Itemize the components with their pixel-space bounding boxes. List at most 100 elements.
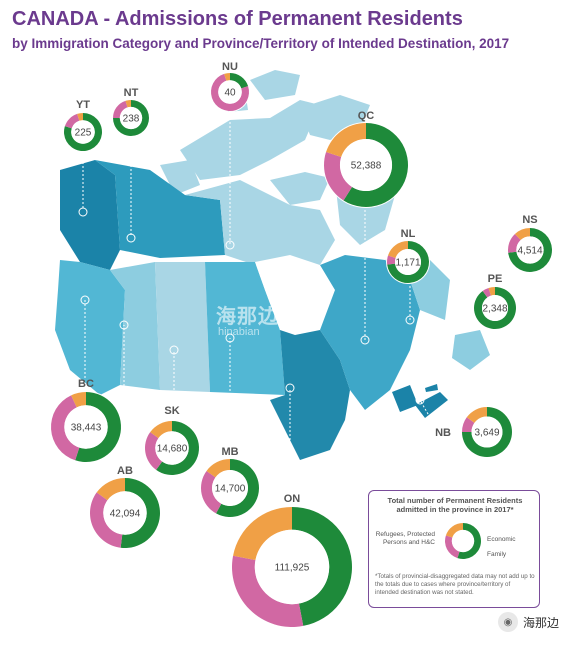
province-label-ab: AB [117, 465, 133, 477]
donut-sk-slice-economic [156, 421, 199, 476]
region-sk [155, 262, 210, 392]
province-value-nt: 238 [123, 114, 140, 125]
province-label-nt: NT [124, 87, 139, 99]
brand-name: 海那边 [523, 615, 560, 630]
donut-mb-slice-refugees [206, 459, 230, 478]
province-value-ns: 4,514 [517, 246, 542, 257]
donut-nl-slice-refugees [388, 241, 408, 258]
province-donuts: YT 225 NT 238 NU 40 QC 52,388 NL 1,171 NS 4,514 PE 2,… [50, 61, 553, 628]
province-value-nb: 3,649 [474, 428, 499, 439]
donut-nt-donut-hole [119, 106, 143, 130]
donut-ab-slice-refugees [96, 478, 125, 501]
province-label-on: ON [284, 493, 301, 505]
donut-nb-slice-family [462, 417, 475, 432]
region-nb [392, 385, 418, 412]
donut-bc-slice-refugees [71, 392, 86, 408]
province-label-nb: NB [435, 427, 451, 439]
donut-qc-slice-family [324, 152, 353, 201]
donut-pe-donut-hole [481, 294, 509, 322]
legend-title: Total number of Permanent Residents admi… [387, 496, 523, 514]
donut-mb-slice-economic [216, 459, 259, 517]
donut-on-slice-family [232, 555, 304, 627]
donut-qc-donut-hole [339, 138, 393, 192]
donut-nu-slice-family [211, 73, 250, 111]
legend-economic-label: Economic [487, 536, 516, 543]
legend-donut-hole [451, 529, 475, 553]
donut-qc-slice-refugees [326, 123, 366, 157]
legend-box: Total number of Permanent Residents admi… [368, 490, 540, 608]
donut-nt-slice-economic [113, 100, 149, 136]
donut-ab-donut-hole [103, 491, 147, 535]
province-value-nu: 40 [224, 88, 236, 99]
watermark-en: hinabian [218, 326, 260, 338]
donut-qc-slice-economic [343, 123, 408, 208]
donut-bc-donut-hole [64, 405, 108, 449]
donut-nu-donut-hole [218, 80, 242, 104]
donut-nb-slice-economic [462, 407, 512, 457]
province-label-sk: SK [164, 405, 179, 417]
region-mb [205, 262, 285, 395]
donut-yt-slice-refugees [77, 113, 83, 121]
region-ns [415, 392, 448, 418]
donut-ab-slice-family [89, 492, 123, 548]
donut-on-donut-hole [254, 529, 330, 605]
donut-yt-donut-hole [71, 120, 95, 144]
donut-nb-slice-refugees [466, 407, 487, 423]
donut-nt-slice-family [113, 100, 128, 118]
legend-refugees-label: Refugees, Protected Persons and H&C [375, 531, 435, 546]
province-label-qc: QC [358, 110, 375, 122]
donut-sk-slice-family [144, 432, 163, 470]
donut-ab-slice-economic [120, 478, 160, 548]
region-nt [95, 160, 225, 258]
donut-mb-slice-family [201, 470, 222, 514]
region-nu [185, 180, 335, 270]
donut-nb-donut-hole [471, 416, 503, 448]
region-yt [60, 160, 120, 270]
province-value-sk: 14,680 [157, 444, 188, 455]
legend-slice-refugees [445, 523, 463, 538]
hudson-bay [255, 255, 335, 335]
donut-sk-donut-hole [155, 431, 189, 465]
donut-pe-slice-family [482, 288, 491, 298]
province-value-mb: 14,700 [215, 484, 246, 495]
donut-nu-slice-refugees [224, 73, 230, 81]
region-ab [110, 262, 160, 390]
donut-ns-donut-hole [516, 236, 544, 264]
legend-donut [444, 522, 482, 560]
region-qc [320, 255, 420, 410]
province-value-pe: 2,348 [482, 304, 507, 315]
donut-nl-slice-economic [387, 241, 429, 283]
province-value-nl: 1,171 [395, 258, 420, 269]
legend-footnote: *Totals of provincial-disaggregated data… [375, 573, 535, 596]
donut-yt-slice-family [64, 113, 80, 129]
province-value-yt: 225 [75, 128, 92, 139]
donut-nl-slice-family [387, 255, 396, 265]
donut-mb-donut-hole [212, 470, 248, 506]
donut-pe-slice-economic [474, 287, 516, 329]
donut-yt-slice-economic [63, 113, 103, 151]
wechat-icon: ◉ [498, 612, 518, 632]
province-label-yt: YT [76, 99, 90, 111]
region-nl-island [452, 330, 490, 370]
donut-ns-slice-economic [508, 228, 552, 273]
donut-on-slice-refugees [233, 507, 292, 561]
donut-bc-slice-economic [75, 392, 121, 462]
region-bc [55, 260, 125, 395]
donut-on-slice-economic [292, 507, 353, 626]
province-label-ns: NS [522, 214, 537, 226]
province-label-mb: MB [221, 446, 238, 458]
legend-slice-economic [457, 523, 481, 559]
brand-badge: ◉ 海那边 [498, 612, 559, 632]
donut-nl-donut-hole [394, 248, 422, 276]
legend-family-label: Family [487, 551, 507, 558]
province-value-bc: 38,443 [71, 423, 102, 434]
page-title: CANADA - Admissions of Permanent Residen… [12, 8, 463, 30]
donut-pe-slice-refugees [488, 287, 495, 296]
donut-sk-slice-refugees [150, 421, 172, 439]
province-label-pe: PE [488, 273, 503, 285]
province-value-qc: 52,388 [351, 161, 382, 172]
watermark-cn: 海那边 [216, 306, 279, 328]
legend-slice-family [445, 535, 460, 559]
donut-nt-slice-refugees [125, 100, 131, 108]
